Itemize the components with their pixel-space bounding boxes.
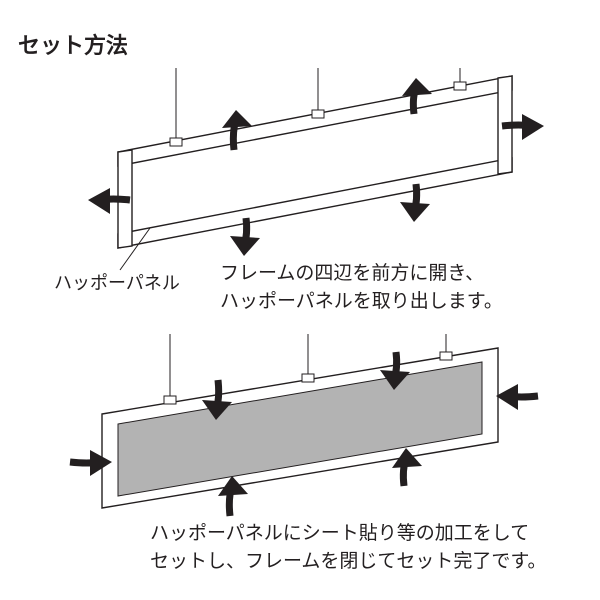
page-title: セット方法	[18, 28, 582, 60]
arrow-close-right	[496, 384, 538, 410]
figure-close-frame: ハッポーパネルにシート貼り等の加工をして セットし、フレームを閉じてセット完了で…	[18, 334, 582, 584]
figure1-caption: フレームの四辺を前方に開き、 ハッポーパネルを取り出します。	[220, 260, 570, 315]
figure2-caption-line2: セットし、フレームを閉じてセット完了です。	[150, 551, 547, 572]
panel-label: ハッポーパネル	[54, 270, 180, 296]
figure2-caption-line1: ハッポーパネルにシート貼り等の加工をして	[150, 523, 529, 544]
figure-open-frame: ハッポーパネル フレームの四辺を前方に開き、 ハッポーパネルを取り出します。	[18, 66, 582, 326]
figure1-caption-line2: ハッポーパネルを取り出します。	[220, 291, 503, 312]
figure2-caption: ハッポーパネルにシート貼り等の加工をして セットし、フレームを閉じてセット完了で…	[150, 520, 570, 575]
figure1-caption-line1: フレームの四辺を前方に開き、	[220, 263, 484, 284]
